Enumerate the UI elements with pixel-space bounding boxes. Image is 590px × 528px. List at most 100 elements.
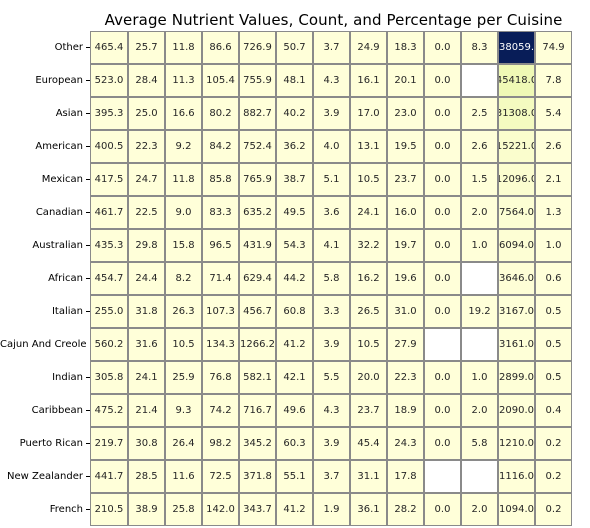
heatmap-cell: 16.1 — [350, 64, 387, 97]
heatmap-cell: 96.5 — [202, 229, 239, 262]
heatmap-cell: 1.3 — [535, 196, 572, 229]
heatmap-cell: 19.7 — [387, 229, 424, 262]
heatmap-cell: 28.2 — [387, 493, 424, 526]
heatmap-cell: 31.0 — [387, 295, 424, 328]
heatmap-cell: 18.9 — [387, 394, 424, 427]
heatmap-cell: 6094.0 — [498, 229, 535, 262]
heatmap-cell: 26.3 — [165, 295, 202, 328]
heatmap-cell — [424, 328, 461, 361]
heatmap-cell: 31.6 — [128, 328, 165, 361]
row-tick — [86, 179, 90, 180]
heatmap-cell: 142.0 — [202, 493, 239, 526]
row-labels: Other European Asian American Mexican Canadia… — [0, 31, 90, 526]
row-tick — [86, 47, 90, 48]
heatmap-cell: 0.0 — [424, 295, 461, 328]
heatmap-cell: 32.2 — [350, 229, 387, 262]
heatmap-cell: 0.0 — [424, 196, 461, 229]
heatmap-cell: 752.4 — [239, 130, 276, 163]
heatmap-cell: 18.3 — [387, 31, 424, 64]
heatmap-cell: 5.5 — [313, 361, 350, 394]
heatmap-cell: 45.4 — [350, 427, 387, 460]
heatmap-cell: 1.0 — [535, 229, 572, 262]
row-label: Asian — [0, 97, 90, 130]
heatmap-cell: 42.1 — [276, 361, 313, 394]
heatmap-cell: 461.7 — [90, 196, 128, 229]
heatmap-cell: 3167.0 — [498, 295, 535, 328]
heatmap-cell: 54.3 — [276, 229, 313, 262]
row-label-text: Australian — [32, 240, 83, 251]
heatmap-cell: 31.1 — [350, 460, 387, 493]
heatmap-cell: 10.5 — [350, 328, 387, 361]
heatmap-cell: 17.8 — [387, 460, 424, 493]
heatmap-cell: 38.7 — [276, 163, 313, 196]
heatmap-cell: 13.1 — [350, 130, 387, 163]
row-tick — [86, 443, 90, 444]
row-label-text: African — [48, 273, 83, 284]
heatmap-cell — [461, 460, 498, 493]
heatmap-cell: 3.7 — [313, 31, 350, 64]
heatmap-cell: 0.6 — [535, 262, 572, 295]
heatmap-cell: 475.2 — [90, 394, 128, 427]
heatmap-cell: 24.9 — [350, 31, 387, 64]
heatmap-cell: 74.2 — [202, 394, 239, 427]
heatmap-cell: 3.7 — [313, 460, 350, 493]
heatmap-cell — [424, 460, 461, 493]
heatmap-cell: 1266.2 — [239, 328, 276, 361]
heatmap-cell: 19.6 — [387, 262, 424, 295]
row-label-text: Indian — [52, 372, 83, 383]
heatmap-cell: 20.0 — [350, 361, 387, 394]
heatmap-cell: 0.0 — [424, 493, 461, 526]
row-label-text: Asian — [55, 108, 83, 119]
heatmap-cell: 24.4 — [128, 262, 165, 295]
heatmap-cell: 44.2 — [276, 262, 313, 295]
heatmap-cell: 3.9 — [313, 328, 350, 361]
row-label: Indian — [0, 361, 90, 394]
heatmap-cell: 7.8 — [535, 64, 572, 97]
heatmap-cell: 71.4 — [202, 262, 239, 295]
heatmap-cell: 431.9 — [239, 229, 276, 262]
heatmap-cell: 23.7 — [350, 394, 387, 427]
heatmap-cell: 2.6 — [535, 130, 572, 163]
heatmap-cell: 0.0 — [424, 262, 461, 295]
heatmap-cell: 2.6 — [461, 130, 498, 163]
row-label-text: New Zealander — [7, 471, 83, 482]
heatmap-cell: 0.2 — [535, 493, 572, 526]
heatmap-cell: 23.0 — [387, 97, 424, 130]
heatmap-cell: 523.0 — [90, 64, 128, 97]
row-label-text: Cajun And Creole — [0, 339, 87, 350]
heatmap-cell: 84.2 — [202, 130, 239, 163]
heatmap-cell: 24.1 — [350, 196, 387, 229]
row-tick — [86, 311, 90, 312]
heatmap-cell: 28.4 — [128, 64, 165, 97]
heatmap-cell: 85.8 — [202, 163, 239, 196]
heatmap-cell — [461, 64, 498, 97]
heatmap-cell: 7564.0 — [498, 196, 535, 229]
row-tick — [86, 80, 90, 81]
heatmap-cell: 98.2 — [202, 427, 239, 460]
heatmap-cell: 24.7 — [128, 163, 165, 196]
heatmap-cell: 19.2 — [461, 295, 498, 328]
heatmap-cell: 0.0 — [424, 163, 461, 196]
row-label: Italian — [0, 295, 90, 328]
heatmap-cell: 15221.0 — [498, 130, 535, 163]
heatmap-cell: 107.3 — [202, 295, 239, 328]
heatmap-cell: 8.2 — [165, 262, 202, 295]
chart-title: Average Nutrient Values, Count, and Perc… — [104, 11, 563, 29]
heatmap-cell: 582.1 — [239, 361, 276, 394]
heatmap-cell: 465.4 — [90, 31, 128, 64]
heatmap-cell: 882.7 — [239, 97, 276, 130]
heatmap-cell: 0.0 — [424, 229, 461, 262]
row-tick — [86, 476, 90, 477]
heatmap-cell: 0.0 — [424, 361, 461, 394]
row-label-text: Italian — [51, 306, 83, 317]
heatmap-cell: 31308.0 — [498, 97, 535, 130]
heatmap-cell: 400.5 — [90, 130, 128, 163]
heatmap-cell: 2.5 — [461, 97, 498, 130]
heatmap-cell: 0.5 — [535, 328, 572, 361]
heatmap-cell: 3.3 — [313, 295, 350, 328]
row-tick — [86, 212, 90, 213]
heatmap-cell: 5.8 — [461, 427, 498, 460]
row-label: Caribbean — [0, 394, 90, 427]
heatmap-cell: 76.8 — [202, 361, 239, 394]
heatmap-cell: 2899.0 — [498, 361, 535, 394]
